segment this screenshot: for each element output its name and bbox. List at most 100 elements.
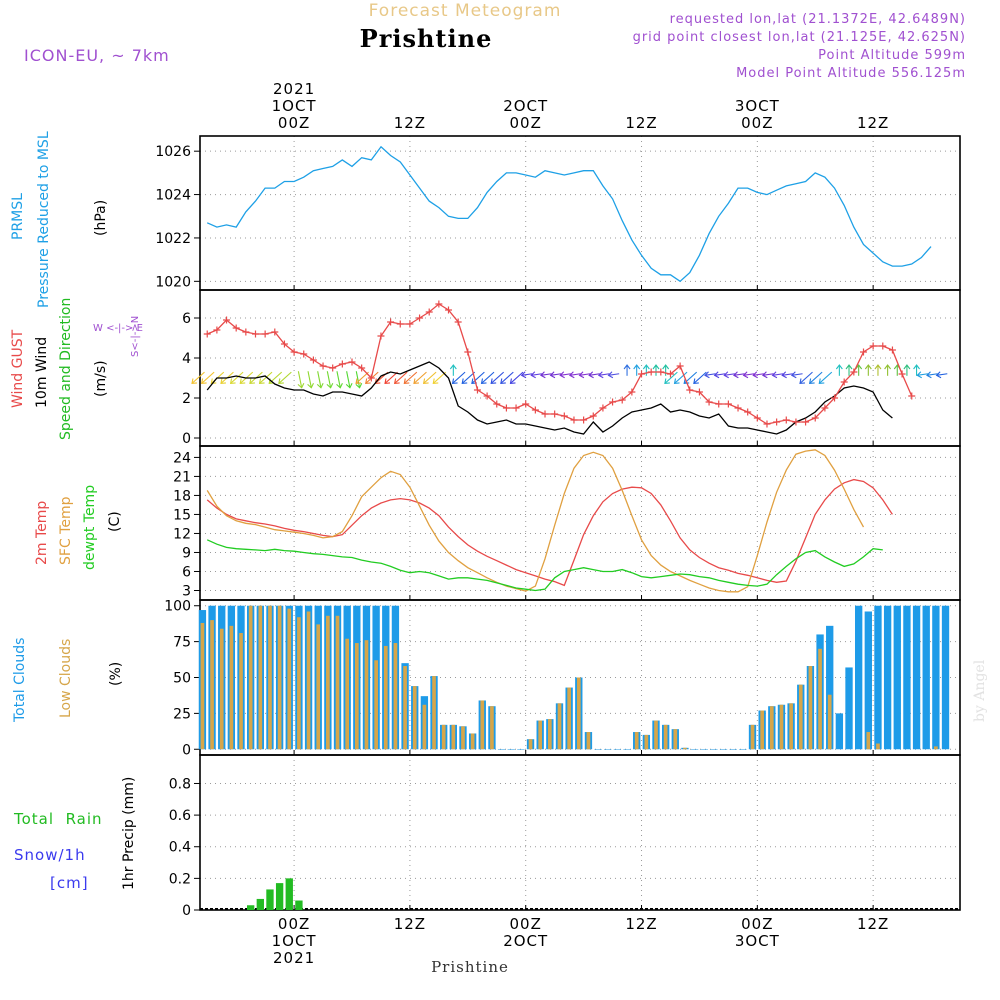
wind-barb <box>345 371 353 389</box>
wind-barb-head <box>307 382 314 389</box>
precip-panel: 0 0.2 0.4 0.6 0.8 <box>169 754 961 919</box>
wind-barb <box>520 371 533 379</box>
gust-marker <box>367 374 375 382</box>
wind-barb-head <box>855 364 863 370</box>
panel-frame-4 <box>199 754 961 911</box>
total-cloud-bar <box>497 749 506 750</box>
panels: 1020102210241026024636912151821240255075… <box>155 135 961 919</box>
gust-marker <box>744 408 752 416</box>
bottom-axis-label: 12Z <box>394 915 426 933</box>
gust-marker <box>522 400 530 408</box>
wind-barb <box>336 371 343 389</box>
gust-marker <box>319 362 327 370</box>
compass-legend: W <-|-> E <box>93 323 143 334</box>
wind-barb <box>597 371 610 379</box>
rain-bar <box>295 900 303 910</box>
low-cloud-bar <box>364 640 369 750</box>
y-tick-label: 4 <box>182 351 191 367</box>
wind-barb-shaft <box>714 373 726 376</box>
gust-marker <box>792 418 800 426</box>
total-cloud-bar <box>507 749 515 750</box>
low-cloud-bar <box>210 620 214 750</box>
wind-barb <box>530 371 543 379</box>
gust-marker <box>898 370 906 378</box>
wind-barb <box>568 371 581 379</box>
wind-barb-head <box>652 364 660 370</box>
y-tick-label: 3 <box>182 583 191 599</box>
wind-barb-head <box>384 378 391 384</box>
wind-barb-shaft <box>317 371 322 388</box>
low-cloud-label: Low Clouds <box>58 639 74 718</box>
wind-barb-head <box>191 378 198 384</box>
y-tick-label: 0.6 <box>169 808 191 824</box>
gust-marker <box>493 400 501 408</box>
wind10-label: 10m Wind <box>34 337 50 408</box>
total-cloud-bar <box>941 605 950 750</box>
top-axis-label: 1OCT <box>272 97 317 115</box>
wind-barb <box>662 364 670 376</box>
low-cloud-bar <box>306 611 311 750</box>
gust-marker <box>348 358 356 366</box>
wind-barb-head <box>520 371 527 379</box>
low-cloud-bar <box>644 734 649 750</box>
wind-barb-head <box>249 378 255 384</box>
wind-barb-head <box>509 378 516 384</box>
wind-barb <box>808 371 823 384</box>
total-cloud-bar <box>835 713 844 750</box>
y-tick-label: 25 <box>173 706 191 722</box>
low-cloud-bar <box>876 743 880 750</box>
wind-barb <box>432 371 447 384</box>
panel-frame-0 <box>199 135 961 291</box>
wind-barb-shaft <box>743 373 755 376</box>
wind-barb <box>191 371 205 384</box>
gust-marker <box>734 404 742 412</box>
wind-barb-head <box>742 371 749 379</box>
wind-barb-head <box>500 378 506 384</box>
wind-barb <box>607 371 620 379</box>
top-axis-label: 12Z <box>625 114 657 132</box>
wind-barb-head <box>835 364 843 370</box>
wind-barb-head <box>790 371 797 379</box>
low-cloud-bar <box>432 676 436 750</box>
gust-marker <box>213 326 221 334</box>
wind-barb-head <box>480 378 487 384</box>
wind-barb-head <box>713 371 720 379</box>
y-tick-label: 9 <box>182 545 191 561</box>
gust-marker <box>763 420 771 428</box>
wind-barb-shaft <box>782 373 793 376</box>
low-cloud-bar <box>789 703 793 750</box>
gust-marker <box>531 406 539 414</box>
wind-barb-head <box>355 378 362 384</box>
wind-barb-shaft <box>191 371 205 384</box>
snow-label: Snow/1h <box>14 846 86 864</box>
low-cloud-bar <box>374 660 378 750</box>
wind-barb-head <box>903 364 911 370</box>
low-cloud-bar <box>461 726 465 750</box>
gust-marker <box>329 364 337 372</box>
low-cloud-bar <box>750 724 755 750</box>
gust-marker <box>406 320 414 328</box>
wind-barb-head <box>723 371 729 379</box>
wind-barb-head <box>762 371 768 379</box>
wind-barb <box>652 364 660 376</box>
wind-speed-line <box>206 361 893 435</box>
wind-barb-head <box>845 364 853 370</box>
wind-barb-shaft <box>753 373 765 376</box>
gust-marker <box>802 418 810 426</box>
snow-unit: [cm] <box>50 874 89 892</box>
wind-barb-shaft <box>471 371 485 384</box>
low-cloud-bar <box>229 625 234 750</box>
y-tick-label: 1024 <box>155 188 191 204</box>
gust-marker <box>840 378 848 386</box>
model-name: ICON-EU, ~ 7km <box>24 46 170 65</box>
t2m-line <box>206 478 893 587</box>
y-tick-label: 2 <box>182 391 191 407</box>
low-cloud-bar <box>808 666 813 750</box>
wind-barb-head <box>926 371 932 379</box>
wind-barb-head <box>597 371 604 379</box>
wind-barb <box>297 371 305 389</box>
y-tick-label: 75 <box>173 635 191 651</box>
gust-marker <box>290 348 298 356</box>
bottom-axis-label: 12Z <box>857 915 889 933</box>
